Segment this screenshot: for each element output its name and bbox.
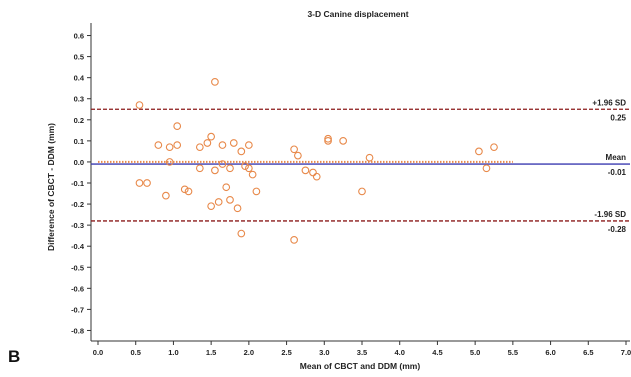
points-layer	[135, 78, 498, 244]
x-tick-label: 1.5	[206, 348, 216, 357]
data-point	[173, 122, 182, 130]
data-point	[358, 187, 366, 196]
y-tick-label: 0.5	[74, 53, 84, 62]
data-point	[222, 183, 231, 192]
data-point	[226, 196, 234, 204]
data-point	[309, 168, 317, 177]
data-point	[165, 158, 174, 166]
axes-layer: 0.0 0.5 1.0 1.5 2.0 2.5 3.0 3.5 4.0 4.5 5.0 5.5 6.0 6…	[71, 23, 631, 357]
data-point	[203, 139, 212, 147]
data-point	[195, 164, 204, 173]
y-tick-label: 0.1	[74, 137, 84, 146]
data-point	[229, 139, 238, 147]
x-tick-label: 4.0	[394, 348, 404, 357]
data-point	[218, 141, 227, 149]
x-tick-label: 7.0	[621, 348, 631, 357]
data-point	[207, 132, 215, 141]
x-tick-label: 2.0	[244, 348, 254, 357]
data-point	[214, 198, 223, 206]
data-point	[154, 141, 163, 149]
x-tick-label: 6.0	[545, 348, 555, 357]
data-point	[245, 141, 253, 149]
data-point	[173, 141, 182, 149]
lower-loa-label: -1.96 SD	[594, 210, 626, 219]
y-tick-label: -0.8	[71, 326, 84, 335]
y-tick-label: 0.2	[74, 116, 84, 125]
data-point	[135, 179, 144, 187]
data-point	[294, 151, 302, 160]
data-point	[312, 172, 321, 181]
x-tick-label: 2.5	[281, 348, 291, 357]
upper-loa-value: 0.25	[610, 113, 626, 122]
x-tick-label: 4.5	[432, 348, 442, 357]
y-tick-label: -0.1	[71, 179, 84, 188]
y-tick-label: -0.6	[71, 284, 84, 293]
data-point	[207, 202, 215, 211]
y-tick-label: 0.6	[74, 32, 84, 41]
y-tick-label: -0.4	[71, 242, 85, 251]
x-tick-label: 0.5	[130, 348, 140, 357]
y-axis-label: Difference of CBCT - DDM (mm)	[46, 123, 56, 251]
x-tick-label: 3.5	[357, 348, 367, 357]
y-tick-label: 0.4	[74, 74, 85, 83]
data-point	[290, 236, 298, 244]
data-point	[252, 187, 261, 196]
mean-value: -0.01	[608, 168, 627, 177]
data-point	[290, 145, 298, 154]
mean-label: Mean	[606, 153, 627, 162]
panel-label: B	[8, 347, 20, 366]
y-tick-label: -0.7	[71, 305, 84, 314]
data-point	[365, 153, 374, 162]
data-point	[241, 162, 249, 170]
x-tick-label: 3.0	[319, 348, 329, 357]
y-tick-label: -0.5	[71, 263, 84, 272]
y-tick-label: -0.2	[71, 200, 84, 209]
lower-loa-value: -0.28	[608, 225, 627, 234]
data-point	[324, 134, 332, 143]
data-point	[324, 137, 332, 145]
data-point	[162, 191, 170, 200]
x-tick-label: 1.0	[168, 348, 178, 357]
y-tick-label: 0.0	[74, 158, 84, 167]
data-point	[218, 160, 227, 168]
data-point	[490, 143, 498, 152]
x-tick-label: 0.0	[93, 348, 103, 357]
data-point	[195, 143, 204, 152]
x-axis-label: Mean of CBCT and DDM (mm)	[300, 361, 421, 371]
reference-lines-layer: +1.96 SD 0.25 Mean -0.01 -1.96 SD -0.28	[91, 98, 630, 234]
chart-title: 3-D Canine displacement	[307, 9, 408, 19]
data-point	[135, 101, 144, 109]
data-point	[184, 187, 193, 196]
upper-loa-label: +1.96 SD	[592, 98, 626, 107]
data-point	[180, 185, 189, 194]
x-tick-label: 5.5	[508, 348, 518, 357]
data-point	[226, 164, 234, 173]
data-point	[165, 143, 174, 152]
x-tick-label: 5.0	[470, 348, 480, 357]
data-point	[482, 164, 491, 173]
data-point	[301, 166, 310, 175]
data-point	[245, 164, 253, 173]
data-point	[211, 166, 219, 175]
data-point	[339, 137, 347, 145]
data-point	[143, 179, 151, 187]
data-point	[248, 170, 257, 179]
data-point	[233, 204, 242, 213]
y-tick-label: -0.3	[71, 221, 84, 230]
data-point	[211, 78, 219, 86]
data-point	[237, 229, 246, 238]
data-point	[237, 147, 246, 156]
data-point	[475, 147, 483, 156]
x-tick-label: 6.5	[583, 348, 593, 357]
y-tick-label: 0.3	[74, 95, 84, 104]
